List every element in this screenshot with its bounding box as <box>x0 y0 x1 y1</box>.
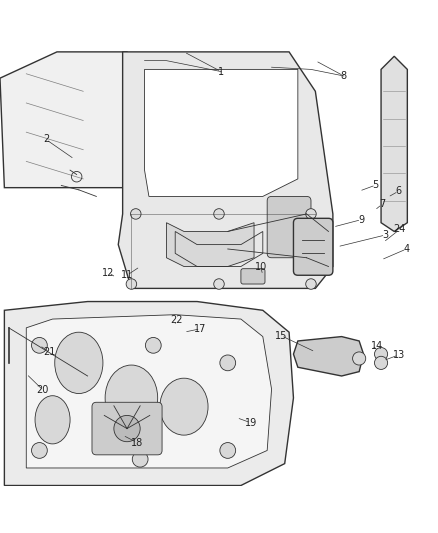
Circle shape <box>374 356 388 369</box>
Text: 12: 12 <box>102 268 115 278</box>
Text: 3: 3 <box>382 230 389 240</box>
Circle shape <box>306 209 316 219</box>
Polygon shape <box>166 223 254 266</box>
Circle shape <box>306 279 316 289</box>
Circle shape <box>32 442 47 458</box>
Polygon shape <box>293 336 364 376</box>
Text: 17: 17 <box>194 324 207 334</box>
Polygon shape <box>4 302 293 486</box>
Circle shape <box>214 279 224 289</box>
FancyBboxPatch shape <box>293 219 333 275</box>
Circle shape <box>220 355 236 371</box>
FancyBboxPatch shape <box>267 197 311 258</box>
Polygon shape <box>0 52 136 188</box>
Text: 21: 21 <box>43 347 56 357</box>
Text: 9: 9 <box>358 215 364 224</box>
Text: 2: 2 <box>43 134 49 144</box>
Circle shape <box>214 209 224 219</box>
Polygon shape <box>145 69 298 197</box>
Text: 10: 10 <box>254 262 267 271</box>
Ellipse shape <box>55 332 103 393</box>
Text: 11: 11 <box>121 270 133 280</box>
Text: 1: 1 <box>218 67 224 77</box>
Polygon shape <box>26 314 272 468</box>
Text: 8: 8 <box>341 71 347 81</box>
FancyBboxPatch shape <box>92 402 162 455</box>
Text: 24: 24 <box>394 224 406 235</box>
Text: 7: 7 <box>379 199 385 209</box>
Circle shape <box>131 209 141 219</box>
Text: 15: 15 <box>275 330 287 341</box>
Circle shape <box>220 442 236 458</box>
Ellipse shape <box>35 395 70 444</box>
Text: 13: 13 <box>392 350 405 360</box>
Text: 22: 22 <box>170 315 183 325</box>
Circle shape <box>132 451 148 467</box>
Text: 18: 18 <box>131 438 143 448</box>
Circle shape <box>374 348 388 361</box>
Text: 4: 4 <box>403 244 410 254</box>
Circle shape <box>114 415 140 442</box>
Text: 6: 6 <box>396 186 402 196</box>
Text: 19: 19 <box>245 418 257 428</box>
Circle shape <box>353 352 366 365</box>
Text: 20: 20 <box>37 385 49 395</box>
Ellipse shape <box>105 365 158 431</box>
Polygon shape <box>381 56 407 231</box>
FancyBboxPatch shape <box>241 269 265 284</box>
Polygon shape <box>118 52 333 288</box>
Text: 14: 14 <box>371 341 384 351</box>
Ellipse shape <box>160 378 208 435</box>
Circle shape <box>126 279 137 289</box>
Text: 5: 5 <box>373 180 379 190</box>
Circle shape <box>145 337 161 353</box>
Circle shape <box>32 337 47 353</box>
